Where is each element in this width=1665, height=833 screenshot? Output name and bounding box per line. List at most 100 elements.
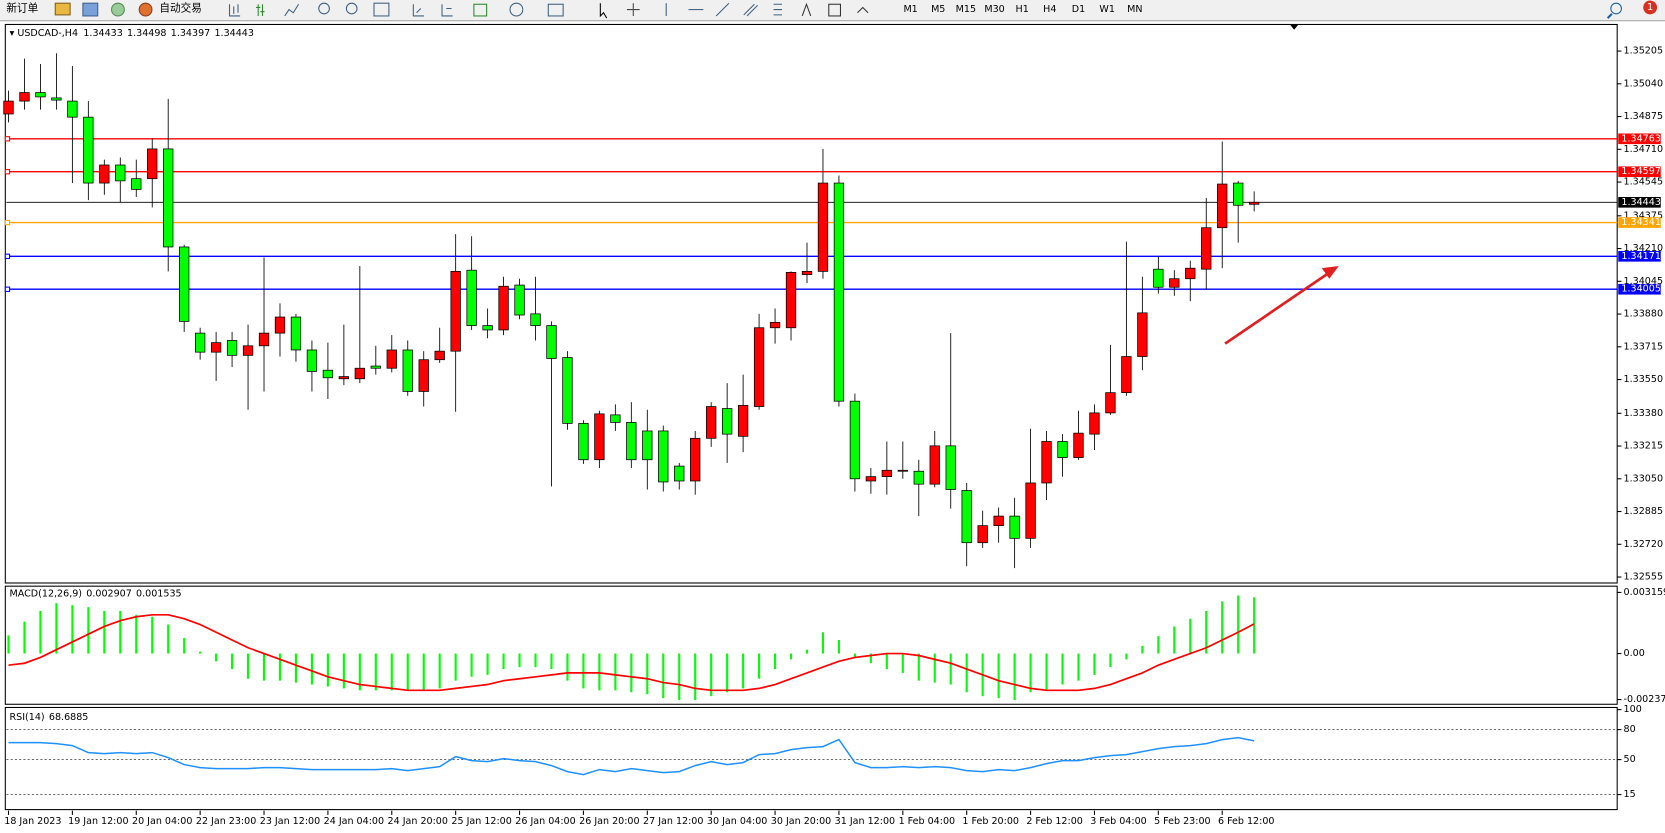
- icon[interactable]: [743, 3, 758, 17]
- timeframe-button[interactable]: M15: [956, 4, 976, 15]
- macd-header: MACD(12,26,9) 0.002907 0.001535: [10, 588, 182, 599]
- auto-trading-button[interactable]: 自动交易: [159, 2, 201, 15]
- candle-body: [961, 490, 972, 544]
- rsi-line: [8, 736, 1255, 776]
- macd-bar: [901, 653, 904, 673]
- macd-bar: [821, 632, 825, 654]
- y-tick-label: 1.32885: [1624, 506, 1663, 517]
- macd-bar: [454, 653, 457, 681]
- macd-bar: [630, 653, 633, 693]
- icon[interactable]: [412, 4, 424, 17]
- icon[interactable]: [599, 3, 608, 19]
- icon[interactable]: [256, 4, 265, 16]
- icon[interactable]: [54, 2, 71, 16]
- x-tick-label: 2 Feb 12:00: [1026, 816, 1083, 827]
- icon[interactable]: [345, 2, 358, 15]
- macd-bar: [997, 653, 1000, 699]
- candle-body: [833, 182, 845, 402]
- timeframe-button[interactable]: D1: [1072, 4, 1085, 15]
- candle-body: [817, 182, 829, 272]
- macd-bar: [694, 653, 697, 701]
- candle-body: [530, 313, 541, 326]
- icon[interactable]: [828, 3, 842, 17]
- notification-count: 1: [1647, 2, 1653, 13]
- timeframe-button[interactable]: MN: [1127, 4, 1142, 15]
- macd-bar: [885, 653, 888, 670]
- macd-bar: [1141, 645, 1144, 654]
- candle-body: [626, 422, 637, 461]
- macd-bar: [374, 653, 377, 691]
- icon[interactable]: [373, 2, 390, 17]
- icon[interactable]: [801, 2, 812, 17]
- icon[interactable]: [228, 4, 241, 17]
- icon[interactable]: [318, 2, 330, 15]
- timeframe-button[interactable]: M30: [984, 4, 1004, 15]
- macd-bar: [23, 621, 26, 654]
- search-icon[interactable]: [1610, 2, 1622, 15]
- macd-bar: [7, 635, 10, 654]
- y-tick-label: 1.32555: [1624, 572, 1663, 583]
- candle-body: [1057, 441, 1068, 458]
- icon[interactable]: [626, 3, 640, 16]
- icon[interactable]: [547, 3, 564, 17]
- chart-shift-marker: [1289, 24, 1299, 30]
- x-tick-label: 19 Jan 12:00: [68, 816, 128, 827]
- x-tick-label: 27 Jan 12:00: [643, 816, 703, 827]
- candle-body: [578, 423, 589, 461]
- candle-body: [370, 365, 381, 369]
- icon[interactable]: [82, 2, 99, 17]
- timeframe-button[interactable]: H4: [1043, 4, 1056, 15]
- candle-body: [1105, 392, 1116, 414]
- icon[interactable]: [773, 3, 783, 16]
- y-tick-label: 1.34375: [1624, 210, 1663, 221]
- macd-value: 0.002907: [86, 588, 132, 599]
- level-label-bg: [1618, 217, 1661, 228]
- macd-bar: [837, 640, 841, 654]
- icon[interactable]: [473, 3, 488, 17]
- icon[interactable]: [1606, 13, 1613, 19]
- x-tick-label: 30 Jan 04:00: [707, 816, 767, 827]
- x-tick-label: 22 Jan 23:00: [196, 816, 256, 827]
- icon[interactable]: [284, 3, 300, 17]
- x-tick-label: 23 Jan 12:00: [260, 816, 320, 827]
- macd-bar: [71, 605, 74, 654]
- candle-body: [210, 342, 222, 353]
- candle-body: [929, 445, 940, 485]
- macd-bar: [965, 653, 968, 693]
- icon[interactable]: [441, 4, 453, 17]
- icon[interactable]: [509, 2, 524, 17]
- level-label-bg: [1618, 166, 1661, 178]
- macd-bar: [758, 653, 761, 679]
- level-label-bg: [1618, 196, 1661, 208]
- icon[interactable]: [138, 2, 153, 17]
- icon[interactable]: [111, 2, 125, 17]
- x-tick-label: 3 Feb 04:00: [1090, 816, 1147, 827]
- notification-badge[interactable]: [1643, 0, 1658, 15]
- timeframe-button[interactable]: W1: [1099, 4, 1115, 15]
- macd-bar: [199, 651, 202, 654]
- x-tick-label: 1 Feb 04:00: [899, 816, 956, 827]
- macd-bar: [582, 653, 585, 689]
- y-tick-label: 1.35040: [1624, 78, 1663, 89]
- icon[interactable]: [857, 6, 869, 14]
- macd-bar: [326, 653, 329, 687]
- x-tick-label: 20 Jan 04:00: [132, 816, 192, 827]
- icon[interactable]: [715, 2, 730, 17]
- macd-bar: [1253, 597, 1256, 654]
- timeframe-button[interactable]: H1: [1016, 4, 1029, 15]
- macd-bar: [662, 653, 665, 699]
- candle-body: [913, 470, 924, 485]
- timeframe-button[interactable]: M5: [931, 4, 945, 15]
- new-order-button[interactable]: 新订单: [6, 2, 38, 15]
- macd-bar: [135, 614, 138, 654]
- candle-body: [753, 327, 765, 407]
- macd-bar: [1173, 626, 1176, 654]
- candle-body: [721, 408, 733, 435]
- macd-bar: [646, 653, 649, 695]
- candle-body: [322, 369, 334, 379]
- candle-body: [1233, 182, 1244, 206]
- candle-body: [1041, 441, 1052, 484]
- timeframe-button[interactable]: M1: [903, 4, 917, 15]
- macd-bar: [869, 653, 872, 664]
